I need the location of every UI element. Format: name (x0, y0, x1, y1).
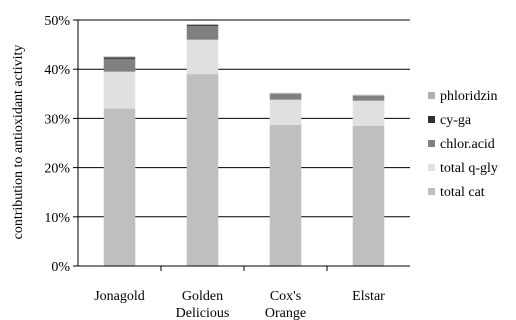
bar-segment (103, 57, 136, 59)
y-tick-label: 0% (51, 260, 70, 275)
bar-segment (352, 94, 385, 96)
legend-swatch (428, 92, 435, 99)
bar-segment (269, 92, 302, 94)
y-axis-title: contribution to antioxidant activity (11, 45, 26, 240)
legend-swatch (428, 116, 435, 123)
legend: phloridzin cy-ga chlor.acid total q-gly tota… (428, 89, 498, 200)
bar-segment (103, 108, 136, 266)
legend-swatch (428, 140, 435, 147)
bar-segment (269, 93, 302, 100)
bar-segment (186, 23, 219, 25)
legend-swatch (428, 188, 435, 195)
y-tick-label: 10% (44, 211, 70, 226)
bar-segment (352, 95, 385, 101)
y-tick-labels: 0% 10% 20% 30% 40% 50% (44, 14, 70, 275)
x-category-labels: Jonagold Golden Delicious Cox's Orange Elstar (94, 289, 385, 320)
bar-segment (103, 71, 136, 109)
bar-segment (352, 125, 385, 266)
bar-segment (103, 58, 136, 72)
x-category-label: Jonagold (94, 289, 145, 304)
legend-entry: cy-ga (440, 113, 472, 128)
y-tick-label: 30% (44, 112, 70, 127)
x-category-label: Elstar (352, 289, 385, 304)
bar-segment (269, 124, 302, 267)
x-category-label: Cox's Orange (265, 289, 306, 320)
legend-entry: chlor.acid (440, 137, 495, 152)
y-tick-label: 40% (44, 63, 70, 78)
bar-segment (103, 56, 136, 58)
y-tick-label: 50% (44, 14, 70, 29)
legend-swatch (428, 164, 435, 171)
x-category-label: Golden Delicious (176, 289, 230, 320)
bars (103, 23, 385, 267)
y-tick-label: 20% (44, 162, 70, 177)
bar-segment (186, 74, 219, 267)
axes (73, 19, 410, 271)
bar-segment (269, 99, 302, 125)
legend-entry: phloridzin (440, 89, 498, 104)
bar-segment (186, 39, 219, 75)
bar-segment (186, 25, 219, 40)
legend-entry: total q-gly (440, 161, 498, 176)
legend-entry: total cat (440, 185, 485, 200)
bar-segment (352, 100, 385, 126)
bar-segment (186, 24, 219, 26)
